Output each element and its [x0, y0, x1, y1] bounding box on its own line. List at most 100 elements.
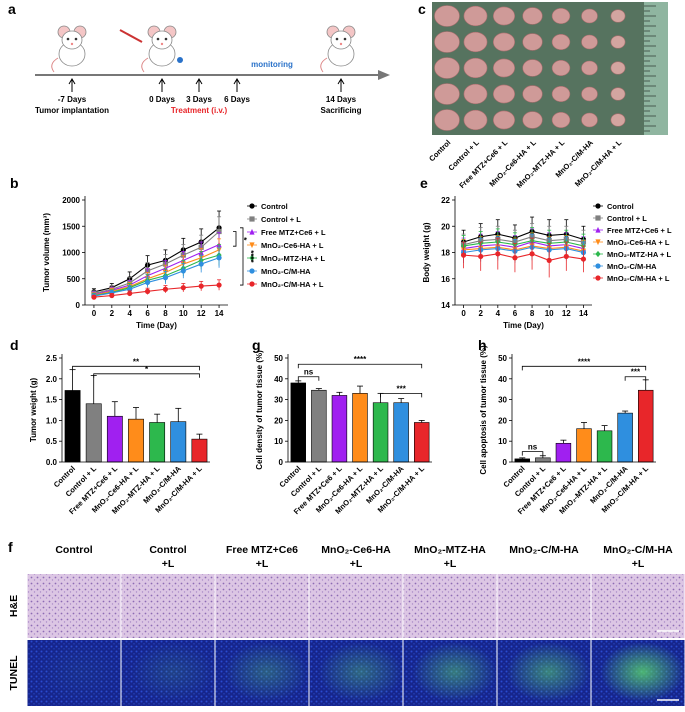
panel-letter: f [8, 539, 13, 555]
tumor [581, 86, 598, 102]
series-line [463, 246, 584, 254]
tumor [463, 57, 488, 79]
day-label: 14 Days [326, 95, 357, 104]
tumor [434, 57, 460, 79]
legend-marker [249, 268, 255, 274]
significance-label: ns [304, 368, 314, 377]
bar [106, 415, 123, 463]
x-tick-label: 6 [145, 309, 150, 318]
legend-label: MnO₂-MTZ-HA + L [607, 250, 672, 259]
day-label: -7 Days [58, 95, 87, 104]
tumor [492, 32, 515, 52]
mouse-head [330, 30, 352, 50]
legend-label: Free MTZ+Ce6 + L [607, 226, 672, 235]
y-tick-label: 0 [279, 458, 284, 467]
x-tick-label: 0 [92, 309, 97, 318]
marker [198, 261, 204, 267]
tumor [463, 83, 488, 105]
series-line [93, 249, 220, 296]
tumor [551, 112, 571, 129]
legend-label: MnO₂-C/M-HA [261, 267, 311, 276]
bar [555, 442, 572, 463]
series-line [93, 257, 220, 297]
significance-bracket [624, 376, 647, 381]
y-tick-label: 1500 [62, 222, 80, 231]
panel-letter: c [418, 1, 426, 17]
tumor [551, 8, 571, 24]
marker [162, 286, 169, 292]
column-header: MnO₂-Ce6-HA [321, 544, 391, 556]
treatment-label: Treatment (i.v.) [171, 106, 228, 115]
bar [290, 382, 306, 463]
timeline-arrow [195, 78, 203, 92]
series-line [93, 231, 220, 294]
x-tick-label: 0 [461, 309, 466, 318]
marker [216, 228, 222, 235]
tumor [463, 5, 488, 27]
legend-label: MnO₂-MTZ-HA + L [261, 254, 326, 263]
bar [311, 389, 327, 463]
x-tick-label: 8 [163, 309, 168, 318]
injection-dot [177, 57, 183, 63]
panel-letter: e [420, 175, 428, 191]
series-line [463, 245, 584, 252]
bar [638, 389, 654, 463]
y-tick-label: 50 [498, 354, 507, 363]
legend-marker [595, 250, 601, 258]
significance-bracket [233, 231, 237, 247]
marker [144, 279, 151, 286]
marker [512, 255, 518, 261]
tumor [610, 113, 626, 127]
legend-label: Control [261, 202, 288, 211]
tumor [551, 86, 571, 103]
x-tick-label: 10 [179, 309, 188, 318]
panel-letter: a [8, 1, 16, 17]
timeline-arrow [233, 78, 241, 92]
marker [216, 255, 222, 261]
he-image [27, 574, 121, 638]
bar [149, 422, 166, 463]
day-label: 6 Days [224, 95, 250, 104]
mouse-eye [164, 37, 168, 41]
significance-label: ** [133, 357, 140, 366]
column-header: +L [444, 558, 457, 570]
tunel-signal [36, 642, 122, 702]
series-line [93, 254, 220, 297]
marker [198, 283, 204, 289]
marker [91, 294, 97, 300]
mouse-eye [74, 37, 78, 41]
row-label: H&E [8, 595, 20, 617]
significance-bracket [240, 227, 244, 286]
monitoring-label: monitoring [251, 60, 293, 69]
bar [617, 412, 633, 463]
column-header: MnO₂-C/M-HA [509, 544, 579, 556]
y-tick-label: 1000 [62, 249, 80, 258]
y-tick-label: 1.5 [46, 396, 58, 405]
legend-marker [249, 254, 255, 262]
legend-label: MnO₂-C/M-HA [607, 262, 657, 271]
y-axis-title: Cell apoptosis of tumor tissue (%) [479, 345, 488, 475]
y-tick-label: 2.0 [46, 375, 58, 384]
x-tick-label: 4 [127, 309, 132, 318]
marker [495, 251, 501, 257]
bar [170, 421, 187, 463]
y-tick-label: 22 [441, 196, 450, 205]
significance-bracket [93, 373, 200, 378]
y-tick-label: 0 [503, 458, 508, 467]
marker [563, 253, 569, 260]
x-tick-label: 2 [110, 309, 115, 318]
bar [64, 390, 81, 463]
significance-bracket [297, 363, 423, 369]
x-tick-label: 14 [579, 309, 588, 318]
y-axis-title: Tumor volume (mm³) [42, 213, 51, 292]
mouse-nose [160, 42, 164, 46]
legend-marker [249, 242, 255, 249]
marker [127, 290, 133, 297]
significance-label: *** [396, 384, 406, 393]
y-tick-label: 20 [498, 416, 507, 425]
legend-label: Control + L [261, 215, 301, 224]
y-tick-label: 0.0 [46, 458, 58, 467]
tunel-signal [600, 642, 685, 702]
timeline-arrow [337, 78, 345, 92]
timeline-arrow [68, 78, 76, 92]
